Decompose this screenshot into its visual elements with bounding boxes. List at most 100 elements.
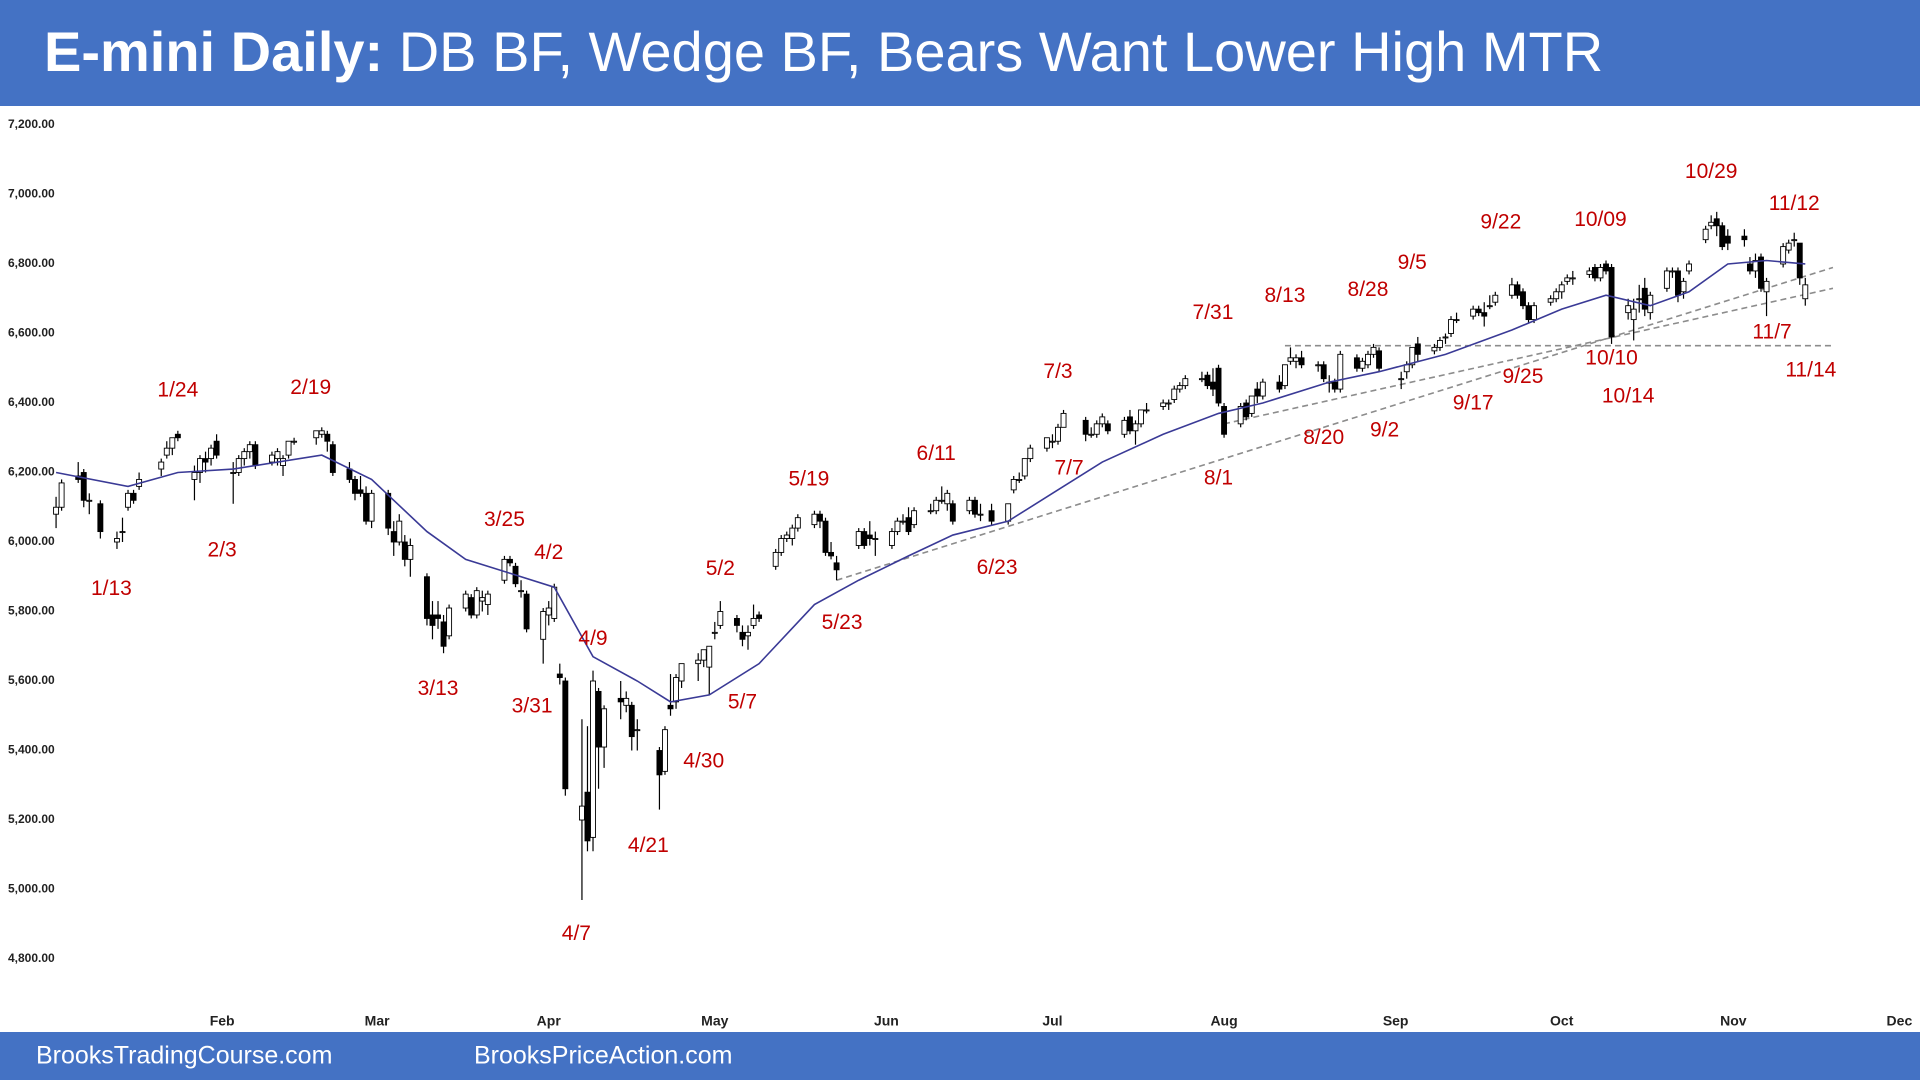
candle-body [944,492,951,505]
candle-body [1082,419,1089,435]
candle-body [894,520,901,533]
candle-body [1442,336,1449,339]
candle-body [1093,423,1100,435]
candle-body [595,690,602,748]
candle-body [1198,378,1205,381]
candle-body [662,729,668,772]
candle-body [1603,263,1609,272]
annotation: 2/3 [208,539,237,562]
candle-body [927,510,934,513]
candle-body [1060,412,1067,428]
candle-body [783,534,790,539]
candle-body [1210,381,1216,390]
candle-body [440,621,447,647]
candle-body [1353,357,1360,369]
candle-body [545,607,552,616]
candle-body [114,538,120,543]
candle-body [1121,419,1128,435]
candle-body [191,472,198,480]
candle-body [1409,346,1416,366]
candle-body [313,430,320,439]
candle-body [1027,447,1034,460]
candle-body [866,534,873,539]
candle-body [174,433,181,439]
candle-body [197,458,203,473]
y-tick-label: 7,000.00 [8,187,55,201]
candle-body [125,492,131,508]
footer-link[interactable]: BrooksTradingCourse.com [36,1042,332,1070]
candle-body [1431,346,1438,352]
footer-link[interactable]: BrooksPriceAction.com [474,1042,732,1070]
candle-body [1099,416,1106,425]
candle-body [1647,294,1654,314]
candle-body [352,478,358,494]
candle-body [977,513,984,516]
y-tick-label: 6,600.00 [8,326,55,340]
candle-body [1021,458,1028,477]
annotation: 10/14 [1602,384,1655,407]
candle-body [1796,242,1803,279]
candle-body [1680,280,1687,293]
candle-body [130,492,137,501]
y-tick-label: 5,600.00 [8,673,55,687]
annotation: 11/7 [1752,321,1791,344]
candle-body [949,503,956,522]
candle-body [1276,381,1283,390]
candle-body [86,499,93,502]
candle-body [423,576,430,619]
candle-body [1558,284,1565,293]
candle-body [1675,270,1681,296]
candle-body [938,499,945,502]
annotation: 4/9 [578,627,607,650]
candle-body [1608,267,1615,338]
candle-body [230,472,237,474]
candle-body [1165,402,1172,405]
annotation: 10/29 [1685,160,1738,183]
candle-body [484,593,491,606]
y-tick-label: 4,800.00 [8,951,55,965]
candle-body [291,440,298,443]
annotation: 9/25 [1503,365,1544,388]
candle-body [1132,423,1139,432]
candle-body [435,614,441,619]
candle-body [53,506,60,515]
candle-body [1625,305,1632,314]
candle-body [1016,478,1023,481]
candle-body [368,492,375,522]
candle-body [1641,287,1648,310]
title-prefix: E-mini Daily: [44,20,383,83]
candle-body [1719,225,1726,248]
x-tick-label: Aug [1210,1013,1237,1029]
candle-body [1365,353,1371,366]
candle-body [1215,367,1222,404]
candle-body [590,680,596,838]
candle-body [872,538,879,540]
annotation: 10/10 [1585,346,1638,369]
annotation: 9/5 [1398,251,1427,274]
candle-body [1486,305,1493,308]
candle-body [407,545,414,560]
annotation: 11/14 [1785,359,1836,382]
trend-line [836,266,1834,581]
candle-body [933,499,940,512]
candle-body [1547,298,1554,303]
candle-body [329,444,336,473]
candle-body [634,729,641,732]
candle-body [706,645,713,668]
candle-body [1802,284,1809,300]
candle-body [235,458,242,473]
x-tick-label: Oct [1550,1013,1574,1029]
candle-body [324,433,331,442]
candle-body [462,593,469,609]
annotation: 4/21 [628,834,669,857]
candle-body [58,482,65,508]
candle-body [1298,357,1305,366]
candle-body [988,510,995,522]
candle-body [1010,478,1017,491]
candle-body [1293,357,1299,362]
candle-body [700,649,707,661]
candle-body [1741,235,1748,241]
candle-body [1204,374,1211,387]
candle-body [822,520,829,553]
